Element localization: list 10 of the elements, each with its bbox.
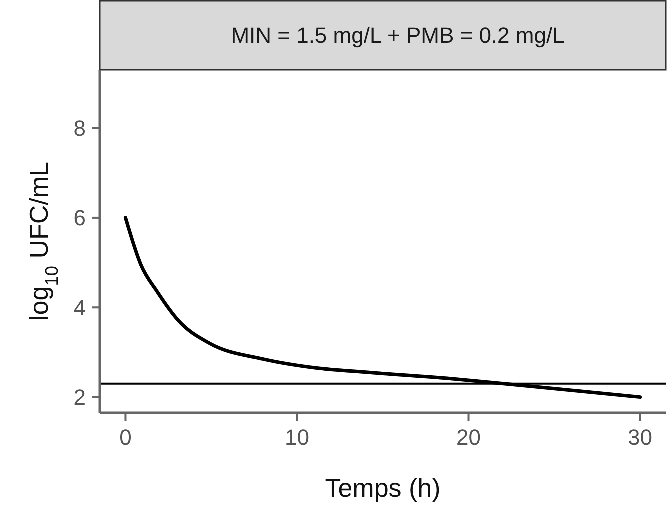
x-tick-label: 10 <box>285 425 310 450</box>
x-tick-label: 20 <box>456 425 481 450</box>
y-tick-label: 8 <box>74 116 86 141</box>
x-tick-label: 30 <box>628 425 653 450</box>
chart-title: MIN = 1.5 mg/L + PMB = 0.2 mg/L <box>231 23 565 48</box>
y-tick-label: 2 <box>74 385 86 410</box>
y-tick-label: 6 <box>74 206 86 231</box>
x-axis-title: Temps (h) <box>325 473 441 503</box>
y-tick-label: 4 <box>74 295 86 320</box>
x-tick-label: 0 <box>120 425 132 450</box>
